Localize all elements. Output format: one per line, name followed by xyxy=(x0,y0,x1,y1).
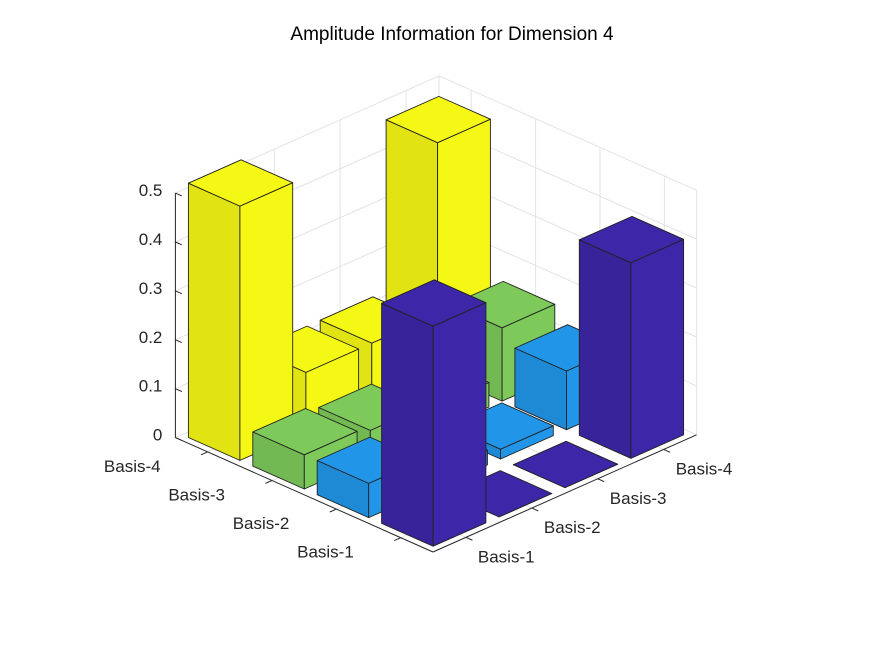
z-tick-label: 0.5 xyxy=(139,181,163,200)
x-tick-label: Basis-1 xyxy=(297,543,354,562)
axes xyxy=(174,192,697,553)
x-tick-0 xyxy=(393,537,402,542)
bar-Basis-1-Basis-3 xyxy=(512,440,619,489)
z-tick-1 xyxy=(175,388,183,392)
bar-face-top xyxy=(252,408,358,456)
x-tick-3 xyxy=(200,451,208,456)
bar-face-right xyxy=(432,302,487,547)
bar-face-top xyxy=(512,440,619,489)
z-tick-label: 0.1 xyxy=(139,377,163,396)
y-axis-line xyxy=(432,434,697,553)
y-tick-1 xyxy=(531,507,539,512)
chart-title: Amplitude Information for Dimension 4 xyxy=(290,24,614,45)
z-tick-2 xyxy=(175,339,183,344)
y-tick-label: Basis-4 xyxy=(676,459,733,478)
z-tick-label: 0.3 xyxy=(139,279,163,298)
y-tick-2 xyxy=(597,478,605,483)
tick-labels: Basis-1 Basis-2 Basis-3 Basis-4 Basis-1 Basis… xyxy=(104,181,732,566)
z-tick-5 xyxy=(175,192,183,197)
bar-face-top xyxy=(578,215,685,264)
bar-face-top xyxy=(385,95,491,144)
bar-face-left xyxy=(187,182,241,461)
bar-Basis-4-Basis-1 xyxy=(187,159,294,461)
bars xyxy=(187,95,685,547)
x-tick-label: Basis-3 xyxy=(168,486,225,505)
bar-face-left xyxy=(578,239,632,459)
z-tick-0 xyxy=(175,437,183,441)
x-tick-2 xyxy=(265,480,273,484)
y-tick-label: Basis-2 xyxy=(544,518,601,537)
z-tick-label: 0.2 xyxy=(139,328,163,347)
x-axis-line xyxy=(175,437,434,553)
x-tick-label: Basis-2 xyxy=(233,514,290,533)
z-tick-label: 0.4 xyxy=(139,230,163,249)
x-tick-1 xyxy=(329,508,337,513)
y-tick-label: Basis-3 xyxy=(610,489,667,508)
z-tick-label: 0 xyxy=(153,426,162,445)
x-tick-label: Basis-4 xyxy=(104,457,161,476)
bar-face-right xyxy=(630,238,685,459)
y-tick-0 xyxy=(465,536,473,541)
bar-Basis-1-Basis-1 xyxy=(381,279,487,547)
z-tick-3 xyxy=(175,290,183,295)
bar-face-top xyxy=(187,159,294,207)
z-tick-4 xyxy=(175,241,183,246)
y-tick-3 xyxy=(663,448,671,453)
bar-Basis-1-Basis-4 xyxy=(578,215,685,459)
bar-face-top xyxy=(381,279,487,327)
y-tick-label: Basis-1 xyxy=(478,547,535,566)
bar-face-left xyxy=(381,302,434,547)
